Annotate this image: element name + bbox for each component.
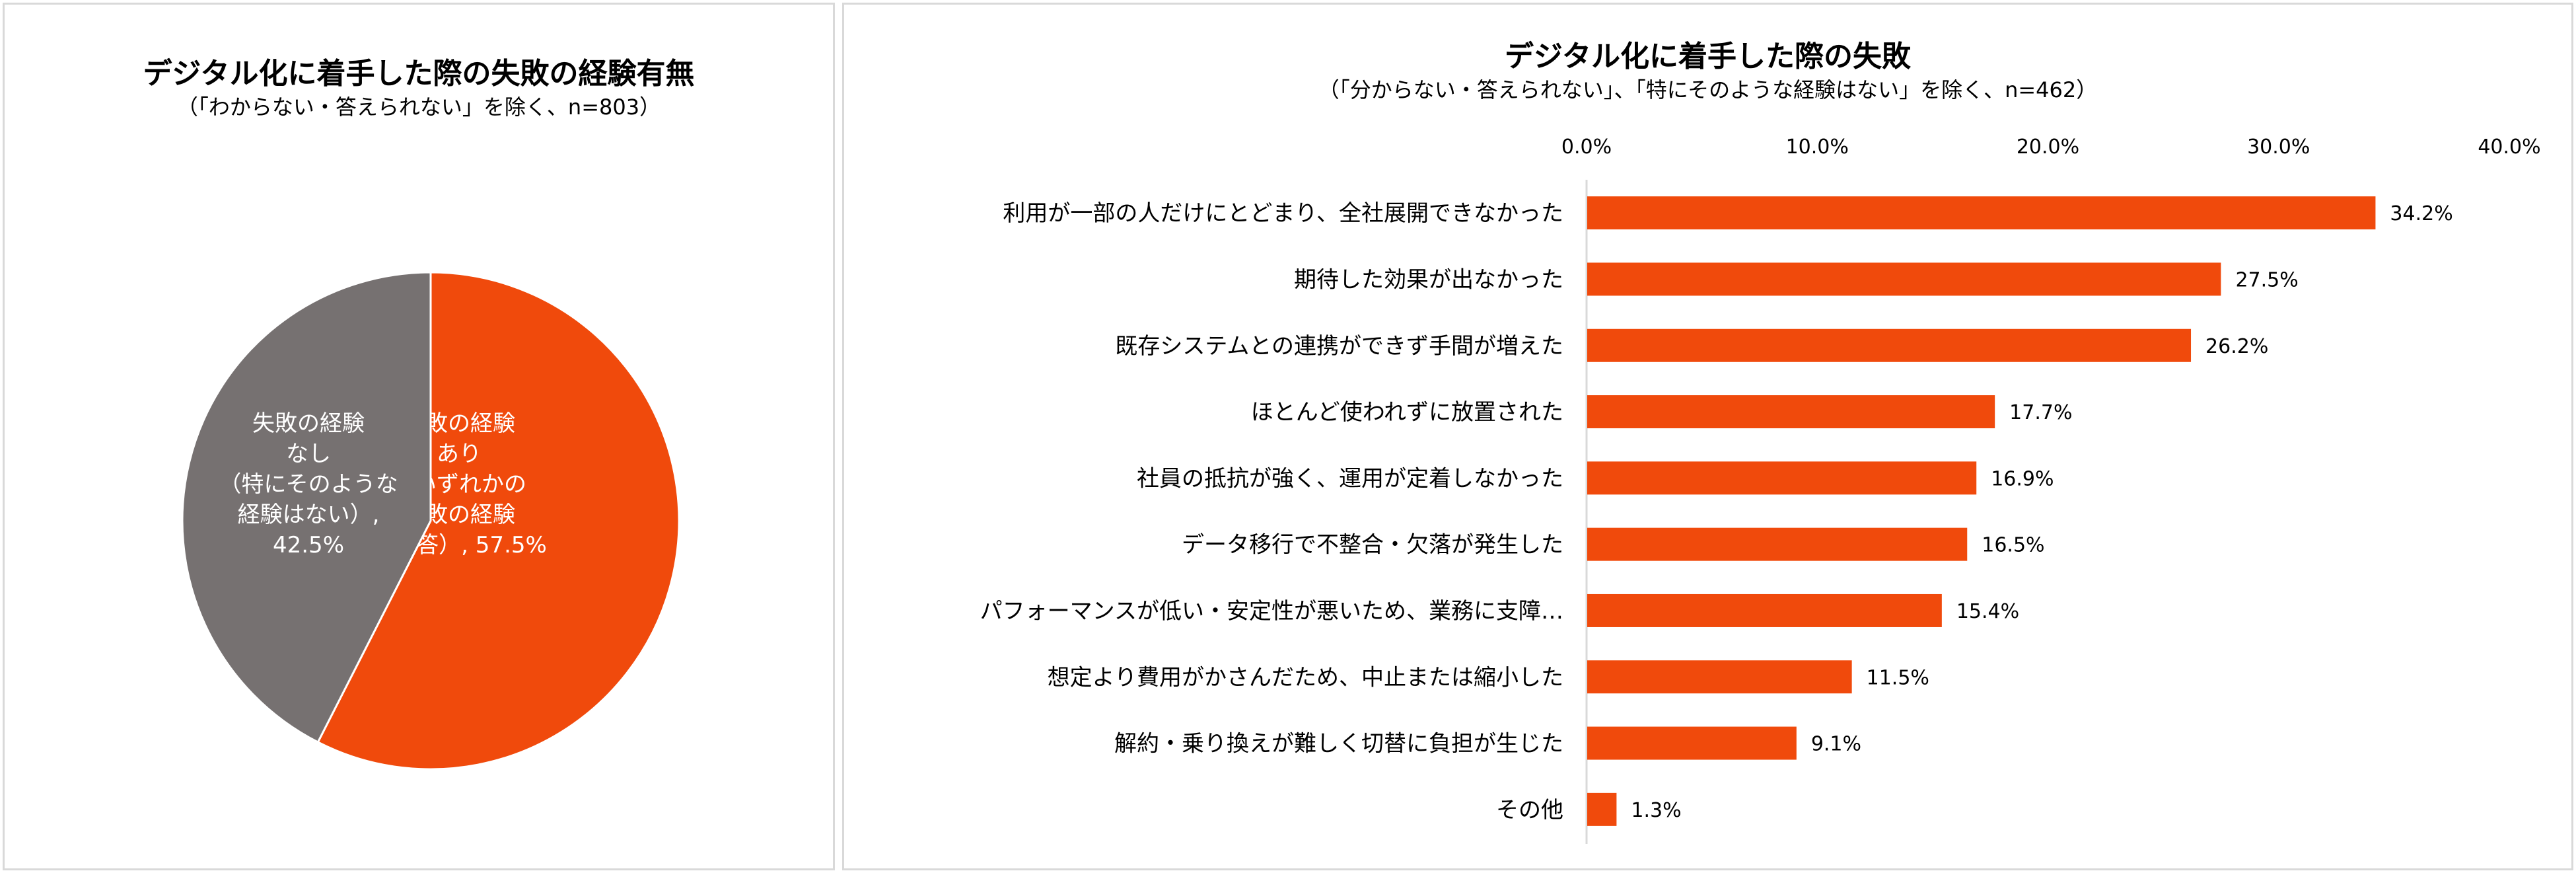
x-tick-label: 30.0% (2247, 135, 2310, 159)
bar-chart-title: デジタル化に着手した際の失敗 (1504, 40, 1912, 73)
category-label: データ移行で不整合・欠落が発生した (1182, 532, 1563, 558)
category-label: その他 (1496, 797, 1563, 823)
bar (1587, 726, 1797, 760)
bar (1587, 461, 1977, 495)
bar (1587, 527, 1968, 561)
data-label: 16.9% (1991, 467, 2054, 490)
x-tick-label: 0.0% (1561, 135, 1612, 159)
data-label: 26.2% (2205, 335, 2268, 358)
bar (1587, 792, 1617, 826)
data-label: 17.7% (2009, 401, 2072, 424)
category-label: ほとんど使われずに放置された (1251, 399, 1563, 426)
category-label: 既存システムとの連携ができず手間が増えた (1115, 333, 1563, 360)
data-label: 11.5% (1867, 666, 1929, 689)
pie-chart-subtitle: （「わからない・答えられない」を除く、n=803） (176, 95, 661, 120)
x-tick-label: 10.0% (1786, 135, 1849, 159)
bar-chart-panel: デジタル化に着手した際の失敗 （「分からない・答えられない」、「特にそのような経… (842, 3, 2573, 870)
data-label: 15.4% (1956, 600, 2019, 623)
data-label: 34.2% (2390, 202, 2452, 225)
x-tick-label: 40.0% (2478, 135, 2540, 159)
bar (1587, 262, 2221, 296)
category-label: 期待した効果が出なかった (1294, 266, 1563, 293)
data-label: 1.3% (1631, 799, 1681, 822)
category-label: 利用が一部の人だけにとどまり、全社展開できなかった (1003, 200, 1563, 227)
bar (1587, 395, 1995, 429)
category-label: 想定より費用がかさんだため、中止または縮小した (1048, 664, 1563, 691)
category-label: パフォーマンスが低い・安定性が悪いため、業務に支障… (980, 598, 1563, 625)
bar-chart-subtitle: （「分からない・答えられない」、「特にそのような経験はない」を除く、n=462） (1318, 77, 2098, 102)
pie-chart-panel: デジタル化に着手した際の失敗の経験有無 （「わからない・答えられない」を除く、n… (3, 3, 835, 870)
pie-chart: 失敗の経験あり（いずれかの失敗の経験を回答）, 57.5%失敗の経験なし（特にそ… (181, 271, 680, 771)
bar-chart: 0.0% 10.0% 20.0% 30.0% 40.0% 利用が一部の人だけにとどまり、全… (980, 135, 2541, 844)
bar (1587, 196, 2376, 230)
category-label: 社員の抵抗が強く、運用が定着しなかった (1137, 465, 1563, 492)
data-label: 9.1% (1811, 733, 1861, 756)
x-tick-label: 20.0% (2017, 135, 2079, 159)
pie-slice-label: 失敗の経験なし（特にそのような経験はない）, 42.5% (219, 410, 398, 558)
pie-slice (181, 271, 432, 744)
pie-chart-title: デジタル化に着手した際の失敗の経験有無 (143, 57, 695, 91)
bar (1587, 660, 1852, 694)
data-label: 16.5% (1982, 534, 2044, 557)
category-label: 解約・乗り換えが難しく切替に負担が生じた (1114, 731, 1563, 757)
pie-slice (316, 271, 680, 771)
data-label: 27.5% (2235, 268, 2298, 291)
bar (1587, 328, 2192, 362)
bar (1587, 593, 1942, 627)
